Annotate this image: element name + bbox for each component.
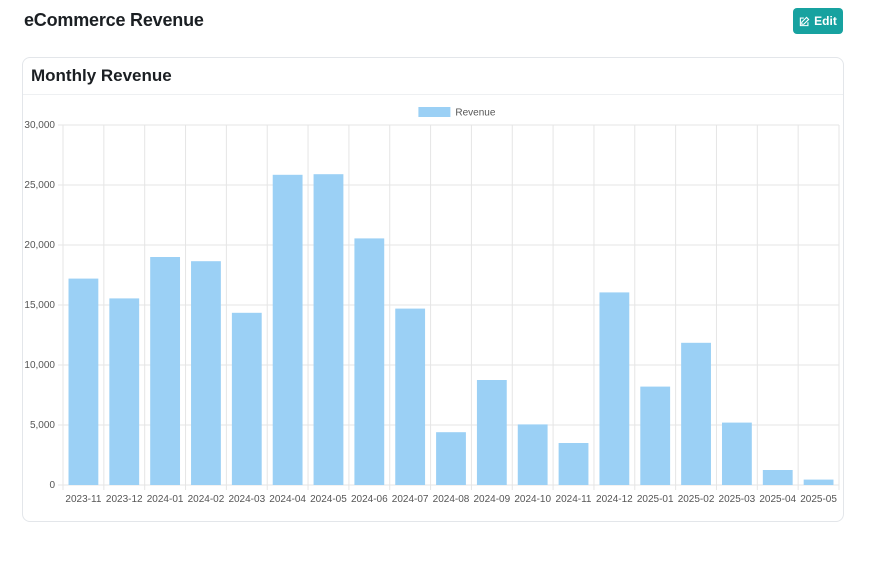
bar	[191, 261, 221, 485]
bar	[272, 174, 303, 486]
bar	[395, 308, 426, 485]
x-tick-label: 2023-12	[106, 494, 143, 505]
x-tick-label: 2024-08	[433, 494, 470, 505]
bar	[599, 292, 630, 485]
x-tick-label: 2023-11	[65, 494, 101, 505]
bar	[640, 386, 671, 485]
card-header: Monthly Revenue	[23, 58, 843, 95]
legend-label: Revenue	[455, 108, 495, 119]
bar	[231, 312, 262, 485]
bar	[354, 238, 385, 485]
x-tick-label: 2024-04	[269, 494, 306, 505]
edit-button-label: Edit	[814, 14, 837, 28]
y-tick-label: 15,000	[24, 300, 55, 311]
x-tick-label: 2024-05	[310, 494, 347, 505]
bar	[803, 479, 834, 485]
y-tick-label: 20,000	[24, 240, 55, 251]
bar	[721, 422, 752, 485]
bar	[762, 470, 793, 485]
x-tick-label: 2024-07	[392, 494, 429, 505]
bar	[68, 278, 99, 485]
bar	[313, 174, 344, 485]
x-tick-label: 2024-11	[556, 494, 592, 505]
x-tick-label: 2025-01	[637, 494, 674, 505]
card-title: Monthly Revenue	[31, 66, 172, 85]
x-tick-label: 2025-05	[800, 494, 837, 505]
bar	[517, 424, 548, 485]
x-tick-label: 2024-12	[596, 494, 633, 505]
bar	[476, 380, 507, 485]
x-tick-label: 2024-10	[514, 494, 551, 505]
bar	[558, 443, 589, 485]
x-tick-label: 2025-03	[719, 494, 756, 505]
bar	[150, 257, 181, 485]
x-tick-label: 2024-01	[147, 494, 184, 505]
x-tick-label: 2025-04	[759, 494, 796, 505]
x-tick-label: 2025-02	[678, 494, 715, 505]
x-tick-label: 2024-02	[188, 494, 225, 505]
bar	[681, 342, 711, 485]
y-tick-label: 5,000	[30, 420, 55, 431]
page-title: eCommerce Revenue	[24, 10, 204, 30]
y-tick-label: 30,000	[24, 120, 55, 131]
bar	[436, 432, 466, 485]
edit-icon	[799, 16, 810, 27]
y-tick-label: 25,000	[24, 180, 55, 191]
legend-swatch	[418, 107, 451, 117]
y-tick-label: 10,000	[24, 360, 55, 371]
x-tick-label: 2024-03	[228, 494, 265, 505]
bar	[109, 298, 140, 485]
x-tick-label: 2024-09	[473, 494, 510, 505]
edit-button[interactable]: Edit	[793, 8, 843, 34]
y-tick-label: 0	[49, 480, 55, 491]
x-tick-label: 2024-06	[351, 494, 388, 505]
